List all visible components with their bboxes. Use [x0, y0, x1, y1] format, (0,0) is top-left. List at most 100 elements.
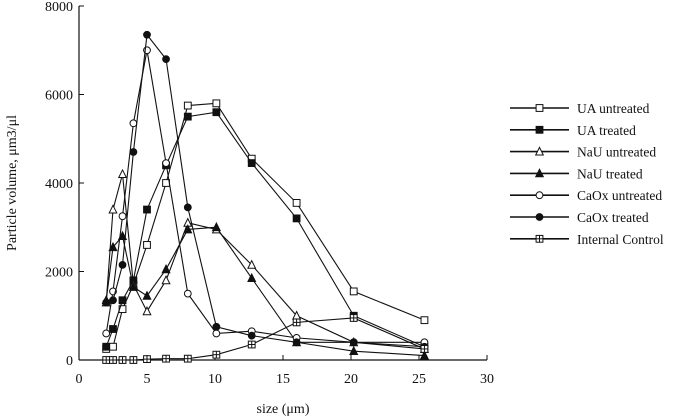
- data-point: [292, 338, 301, 347]
- data-point: [212, 329, 221, 338]
- data-point: [349, 338, 358, 347]
- circle-marker: [292, 338, 301, 347]
- square-marker: [183, 112, 192, 121]
- legend-label: UA treated: [577, 123, 636, 138]
- data-point: [183, 354, 192, 363]
- square-marker: [102, 342, 111, 351]
- data-point: [292, 318, 301, 327]
- data-point: [118, 356, 127, 364]
- triangle-marker: [117, 230, 128, 240]
- x-ticks: 0 5 10 15 20 25 30: [76, 355, 494, 387]
- x-tick-label: 15: [276, 372, 290, 387]
- data-point: [102, 342, 111, 351]
- x-tick-label: 20: [344, 372, 358, 387]
- triangle-marker: [247, 272, 257, 283]
- data-point: [102, 356, 111, 364]
- circle-marker: [102, 298, 111, 307]
- y-axis-title: Particle volume, μm3/μl: [5, 115, 20, 251]
- circle-marker: [129, 148, 138, 156]
- circle-marker: [102, 329, 111, 338]
- data-point: [349, 287, 358, 296]
- data-point: [162, 354, 170, 363]
- circle-marker: [247, 331, 256, 340]
- data-point: [212, 99, 221, 108]
- series-line: [106, 33, 425, 348]
- circle-marker: [118, 260, 127, 269]
- triangle-marker: [142, 290, 152, 300]
- series-line: [105, 50, 425, 343]
- data-point: [102, 329, 111, 338]
- triangle-marker: [108, 204, 118, 214]
- y-tick-label: 0: [66, 354, 73, 369]
- x-tick-label: 0: [76, 372, 83, 387]
- legend-item: CaOx treated: [510, 210, 649, 225]
- series-1: [102, 99, 429, 353]
- legend-label: CaOx untreated: [577, 188, 662, 203]
- axes: 0 5 10 15 20 25 30 0 2000 4000 6000 8000: [45, 0, 494, 387]
- legend: UA untreated UA treated NaU untreated NaU t…: [510, 101, 664, 247]
- series-3: [101, 168, 430, 353]
- data-point: [349, 345, 359, 356]
- square-marker: [183, 101, 192, 110]
- data-point: [247, 272, 257, 283]
- triangle-marker: [211, 221, 221, 232]
- data-point: [108, 241, 118, 252]
- data-point: [247, 340, 256, 349]
- legend-item: CaOx untreated: [510, 188, 662, 203]
- data-point: [117, 230, 128, 240]
- data-point: [102, 298, 111, 307]
- circle-marker: [118, 212, 127, 221]
- triangle-marker: [247, 259, 257, 269]
- square-marker: [292, 214, 301, 223]
- series-line: [105, 226, 425, 357]
- series-5: [102, 46, 429, 347]
- legend-label: NaU treated: [577, 166, 643, 181]
- data-point: [162, 159, 170, 167]
- square-marker: [420, 316, 429, 325]
- circle-marker: [129, 119, 138, 128]
- y-tick-label: 8000: [45, 0, 73, 15]
- square-marker: [349, 287, 358, 296]
- square-marker: [212, 99, 221, 108]
- circle-marker: [109, 296, 117, 305]
- circle-marker: [183, 289, 192, 298]
- plot-series: [101, 30, 430, 364]
- data-point: [109, 325, 117, 333]
- triangle-marker: [142, 306, 152, 316]
- data-point: [183, 289, 192, 298]
- y-tick-label: 2000: [45, 266, 73, 281]
- data-point: [161, 275, 171, 285]
- x-tick-label: 25: [412, 372, 426, 387]
- data-point: [419, 350, 430, 360]
- legend-item: UA treated: [510, 123, 636, 138]
- triangle-marker: [183, 224, 193, 234]
- data-point: [420, 316, 429, 325]
- data-point: [109, 342, 117, 351]
- triangle-marker: [128, 281, 139, 291]
- data-point: [212, 322, 221, 331]
- series-line: [105, 111, 425, 348]
- series-7: [102, 314, 429, 364]
- data-point: [143, 205, 151, 214]
- legend-label: CaOx treated: [577, 210, 649, 225]
- square-marker: [109, 325, 117, 333]
- square-marker: [535, 104, 544, 112]
- square-marker: [118, 296, 127, 305]
- data-point: [117, 168, 128, 179]
- data-point: [420, 345, 429, 353]
- data-point: [183, 224, 193, 234]
- square-marker: [292, 199, 301, 207]
- legend-item: UA untreated: [510, 101, 650, 116]
- data-point: [292, 199, 301, 207]
- data-point: [183, 101, 192, 110]
- legend-item: Internal Control: [510, 232, 664, 247]
- triangle-marker: [108, 241, 118, 252]
- square-marker: [143, 205, 151, 214]
- series-line: [106, 317, 425, 361]
- data-point: [183, 203, 192, 212]
- circle-marker: [535, 213, 544, 221]
- data-point: [212, 350, 221, 359]
- circle-marker: [349, 338, 358, 347]
- data-point: [129, 119, 138, 128]
- circle-marker: [143, 30, 151, 39]
